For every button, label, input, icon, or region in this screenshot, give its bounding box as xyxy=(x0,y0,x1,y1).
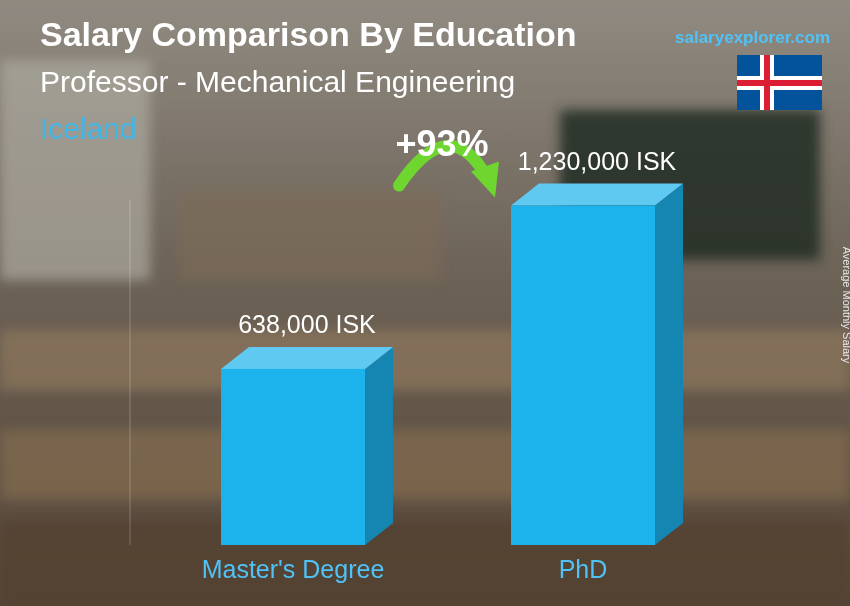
region: Iceland xyxy=(40,112,137,145)
title: Salary Comparison By Education xyxy=(40,15,577,53)
flag xyxy=(737,55,822,110)
overlay xyxy=(0,0,850,606)
bar-group xyxy=(221,347,393,545)
bar xyxy=(221,369,365,545)
chart-root: Salary Comparison By Education Professor … xyxy=(0,0,850,606)
y-axis-line xyxy=(130,200,131,545)
bar-side xyxy=(655,184,683,545)
background xyxy=(0,0,850,606)
x-tick-label: PhD xyxy=(559,555,608,583)
bar-group xyxy=(511,184,683,545)
arrow-head xyxy=(471,162,499,198)
data-label: 638,000 ISK xyxy=(238,310,376,338)
change-label: +93% xyxy=(395,123,488,164)
x-tick-label: Master's Degree xyxy=(202,555,385,583)
background-fill xyxy=(0,0,850,606)
flag-cross xyxy=(737,80,822,86)
y-axis-label: Average Monthly Salary xyxy=(841,247,850,364)
chart-svg: Salary Comparison By Education Professor … xyxy=(0,0,850,606)
source: salaryexplorer.com xyxy=(675,28,830,47)
bar xyxy=(511,206,655,545)
flag-field xyxy=(737,55,822,110)
bar-side xyxy=(365,347,393,545)
bar-top xyxy=(511,184,683,206)
flag-cross xyxy=(737,76,822,90)
bar-top xyxy=(221,347,393,369)
subtitle: Professor - Mechanical Engineering xyxy=(40,65,515,98)
data-label: 1,230,000 ISK xyxy=(518,147,677,175)
bars xyxy=(221,184,683,545)
